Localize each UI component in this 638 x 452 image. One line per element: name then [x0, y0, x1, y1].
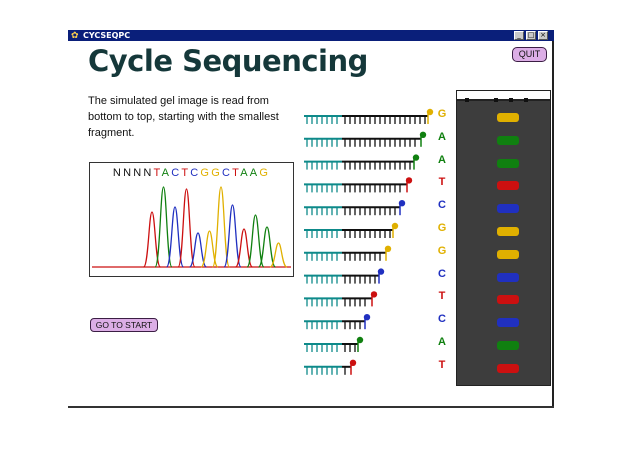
trace-peak — [223, 204, 242, 268]
app-window: ✿ CYCSEQPC _ □ × Cycle Sequencing QUIT T… — [68, 30, 554, 408]
chromatogram-panel: NNNNTACTCGGCTAAG — [89, 162, 294, 277]
terminator-dot — [412, 154, 420, 161]
gel-band — [497, 227, 519, 236]
gel-band — [497, 363, 519, 373]
sequence-base: T — [181, 167, 191, 179]
window-bottom-edge — [68, 406, 554, 408]
dna-fragment — [304, 336, 364, 352]
base-label: C — [438, 313, 446, 326]
trace-peak — [142, 211, 162, 268]
base-label: G — [437, 244, 447, 257]
sequence-base: C — [190, 167, 201, 179]
trace-peak — [188, 232, 208, 268]
dna-fragment — [304, 314, 371, 330]
trace-peak — [234, 228, 254, 268]
trace-peak — [246, 214, 265, 268]
sequence-base: N — [133, 167, 144, 179]
dna-fragment — [304, 177, 413, 193]
trace-peak — [211, 186, 231, 268]
gel-image — [456, 90, 551, 386]
trace-peak — [154, 186, 173, 268]
window-right-edge — [552, 41, 554, 408]
sequence-base: C — [171, 167, 182, 179]
base-label: T — [438, 176, 446, 189]
sequence-base: A — [240, 167, 250, 179]
base-label: T — [438, 358, 446, 371]
trace-peak — [177, 188, 196, 268]
terminator-dot — [419, 131, 427, 138]
base-label: A — [438, 153, 446, 166]
dna-fragment — [304, 154, 420, 170]
terminator-dot — [377, 268, 385, 275]
sequence-base: N — [143, 167, 154, 179]
window-title: CYCSEQPC — [83, 31, 131, 40]
title-bar: ✿ CYCSEQPC _ □ × — [68, 30, 554, 41]
chromatogram-trace — [92, 186, 291, 268]
gel-band — [497, 295, 519, 305]
terminator-dot — [398, 200, 406, 207]
terminator-dot — [370, 291, 378, 298]
gel-band — [497, 204, 519, 214]
base-label: G — [437, 108, 447, 120]
sequence-base: T — [232, 167, 241, 179]
base-label: G — [437, 222, 447, 234]
sequence-base: C — [221, 167, 233, 179]
gel-band — [497, 318, 519, 328]
dna-fragment — [304, 359, 357, 375]
maximize-button[interactable]: □ — [526, 31, 536, 40]
gel-band — [497, 135, 519, 145]
sequence-base: G — [211, 167, 222, 179]
gel-band — [497, 181, 519, 191]
gel-well-marks — [465, 98, 528, 102]
trace-peak — [257, 226, 277, 268]
base-label: C — [438, 267, 446, 280]
sequence-base: G — [200, 167, 212, 179]
dna-fragment — [304, 291, 378, 307]
minimize-button[interactable]: _ — [514, 31, 524, 40]
gel-band — [497, 113, 519, 122]
go-to-start-button[interactable]: GO TO START — [90, 318, 158, 332]
terminator-dot — [356, 336, 364, 344]
dna-fragment — [304, 108, 434, 124]
terminator-dot — [426, 108, 434, 116]
dna-fragment — [304, 245, 392, 261]
sequence-base: G — [259, 167, 271, 179]
base-label: C — [438, 199, 446, 212]
terminator-dot — [384, 245, 392, 252]
app-icon: ✿ — [71, 30, 79, 40]
sequence-base: N — [112, 167, 124, 179]
dna-fragment — [304, 268, 385, 284]
base-label: A — [438, 130, 446, 143]
gel-wells — [457, 91, 550, 102]
terminator-dot — [405, 177, 413, 184]
instructions-text: The simulated gel image is read from bot… — [88, 95, 279, 139]
sequence-base: A — [249, 167, 260, 179]
trace-peak — [269, 242, 288, 268]
dna-fragment — [304, 131, 427, 147]
gel-band — [497, 249, 519, 259]
trace-peak — [165, 206, 185, 268]
quit-button[interactable]: QUIT — [512, 47, 547, 62]
gel-band — [497, 272, 519, 282]
terminator-dot — [349, 359, 357, 366]
base-label: A — [438, 336, 446, 348]
sequence-readout: NNNNTACTCGGCTAAG — [90, 167, 293, 179]
sequence-base: N — [123, 167, 134, 179]
sequence-base: A — [161, 167, 172, 179]
close-button[interactable]: × — [538, 31, 548, 40]
gel-band — [497, 341, 519, 350]
terminator-dot — [363, 314, 371, 321]
dna-fragment — [304, 222, 399, 238]
base-label: T — [438, 290, 446, 303]
terminator-dot — [391, 222, 399, 230]
gel-band — [497, 158, 519, 168]
fragment-ladder — [304, 108, 434, 375]
page-title: Cycle Sequencing — [88, 44, 368, 78]
dna-fragment — [304, 200, 406, 216]
sequence-base: T — [153, 167, 162, 179]
